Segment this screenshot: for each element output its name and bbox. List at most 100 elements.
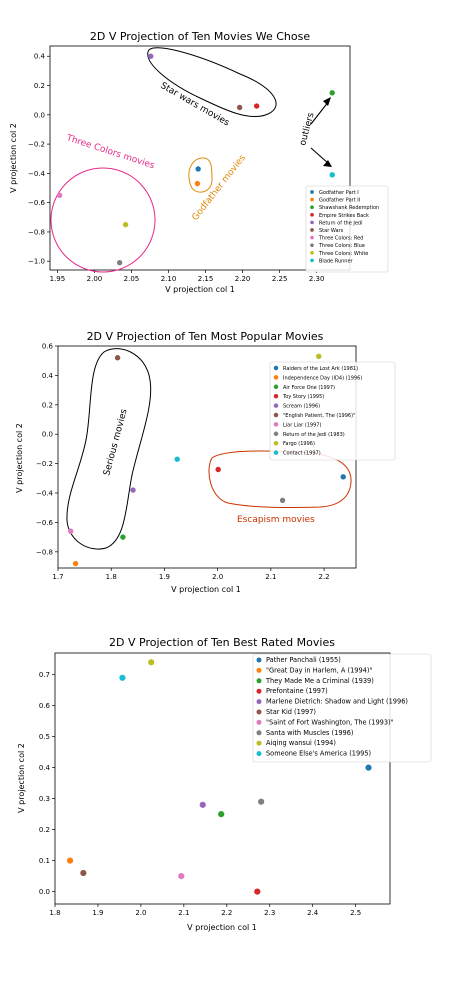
x-tick-label: 2.20 [235, 275, 251, 283]
legend-swatch [256, 657, 262, 663]
data-point [195, 166, 201, 172]
legend-swatch [273, 450, 279, 455]
x-tick-label: 1.8 [49, 909, 60, 917]
x-tick-label: 2.0 [212, 573, 223, 581]
y-tick-label: 0.6 [39, 702, 51, 710]
legend-entry: Godfather Part II [319, 198, 360, 204]
y-tick-label: 0.0 [34, 111, 45, 119]
legend-entry: Return of the Jedi [319, 220, 363, 226]
y-tick-label: −0.2 [28, 141, 45, 149]
legend-swatch [256, 730, 262, 736]
y-tick-label: 0.4 [34, 53, 46, 61]
legend-entry: Marlene Dietrich: Shadow and Light (1996… [266, 698, 408, 706]
data-point [329, 172, 335, 178]
outlier-arrow-down-head [323, 160, 332, 167]
y-tick-label: −0.8 [36, 548, 53, 556]
legend-swatch [273, 412, 279, 418]
data-point [253, 103, 260, 109]
legend-entry: Toy Story (1995) [282, 394, 324, 400]
legend-swatch [310, 258, 314, 263]
legend: Raiders of the Lost Ark (1981) Independen… [269, 361, 396, 461]
legend-swatch [256, 719, 262, 725]
y-tick-label: −0.2 [36, 460, 53, 468]
godfather-outline [188, 157, 213, 193]
data-point [116, 259, 123, 266]
legend-swatch [273, 393, 279, 399]
x-tick-label: 2.3 [264, 909, 275, 917]
serious-label: Serious movies [102, 408, 129, 477]
data-point [114, 355, 121, 361]
y-tick-label: 0.2 [34, 82, 45, 90]
legend-entry: Three Colors: Blue [318, 243, 365, 249]
legend-entry: Godfather Part I [319, 190, 359, 196]
data-point [329, 90, 335, 96]
y-tick-label: 0.6 [42, 343, 54, 351]
plot-frame [54, 652, 391, 905]
legend-swatch [310, 205, 314, 210]
legend-entry: Star Kid (1997) [266, 708, 316, 716]
data-point [218, 811, 225, 818]
legend-entry: Three Colors: White [318, 251, 368, 257]
legend-swatch [256, 699, 262, 705]
data-points [66, 659, 372, 895]
data-point [258, 798, 265, 805]
three-colors-outline [50, 167, 156, 273]
y-tick-label: 0.5 [39, 733, 50, 741]
legend-swatch [310, 197, 314, 202]
y-axis-label: V projection col 2 [9, 123, 18, 193]
y-tick-label: 0.3 [39, 795, 50, 803]
data-point [199, 801, 206, 808]
y-tick-label: −0.4 [36, 490, 54, 498]
x-tick-label: 2.10 [161, 275, 177, 283]
data-point [148, 659, 155, 666]
x-tick-label: 2.1 [265, 573, 276, 581]
data-point [56, 192, 63, 199]
legend-swatch [256, 667, 262, 673]
legend-swatch [310, 220, 314, 225]
legend-swatch [310, 243, 314, 248]
x-tick-label: 2.30 [309, 275, 325, 283]
x-tick-label: 2.00 [87, 275, 103, 283]
serious-outline [66, 348, 152, 550]
x-axis-label: V projection col 1 [165, 285, 235, 294]
x-tick-label: 2.2 [319, 573, 330, 581]
data-point [122, 221, 129, 228]
legend-entry: Prefontaine (1997) [266, 687, 328, 695]
legend-entry: "Saint of Fort Washington, The (1993)" [266, 718, 394, 726]
legend-swatch [273, 365, 279, 371]
y-tick-label: 0.7 [39, 671, 50, 679]
data-point [365, 764, 372, 771]
data-point [254, 888, 261, 895]
legend-entry: Star Wars [319, 228, 344, 234]
escapism-label: Escapism movies [237, 515, 315, 525]
legend-swatch [256, 751, 262, 757]
y-tick-label: 0.0 [39, 888, 50, 896]
legend-swatch [273, 422, 279, 427]
data-points [56, 53, 335, 266]
legend-entry: Scream (1996) [283, 404, 320, 410]
x-tick-label: 1.9 [159, 573, 170, 581]
x-tick-label: 2.1 [178, 909, 189, 917]
legend-entry: Air Force One (1997) [283, 385, 335, 391]
legend-swatch [273, 440, 279, 446]
y-tick-label: 0.1 [39, 857, 50, 865]
legend-entry: They Made Me a Criminal (1939) [265, 677, 374, 685]
data-points [68, 353, 346, 567]
y-tick-label: 0.2 [39, 826, 50, 834]
legend-swatch [310, 228, 314, 232]
legend-entry: Return of the Jedi (1983) [283, 432, 345, 438]
plot-frame [49, 45, 351, 271]
x-tick-label: 2.15 [198, 275, 214, 283]
legend-entry: Shawshank Redemption [319, 205, 379, 211]
y-tick-label: −0.6 [28, 199, 46, 207]
legend-swatch [310, 212, 314, 217]
godfather-label: Godfather movies [190, 153, 248, 223]
chart-title: 2D V Projection of Ten Best Rated Movies [109, 636, 335, 649]
outlier-arrow-down [310, 147, 330, 165]
y-axis-label: V projection col 2 [17, 743, 26, 813]
legend-swatch [273, 375, 279, 380]
legend-entry: Santa with Muscles (1996) [266, 729, 354, 737]
data-point [215, 466, 221, 473]
three-colors-label: Three Colors movies [64, 133, 156, 171]
